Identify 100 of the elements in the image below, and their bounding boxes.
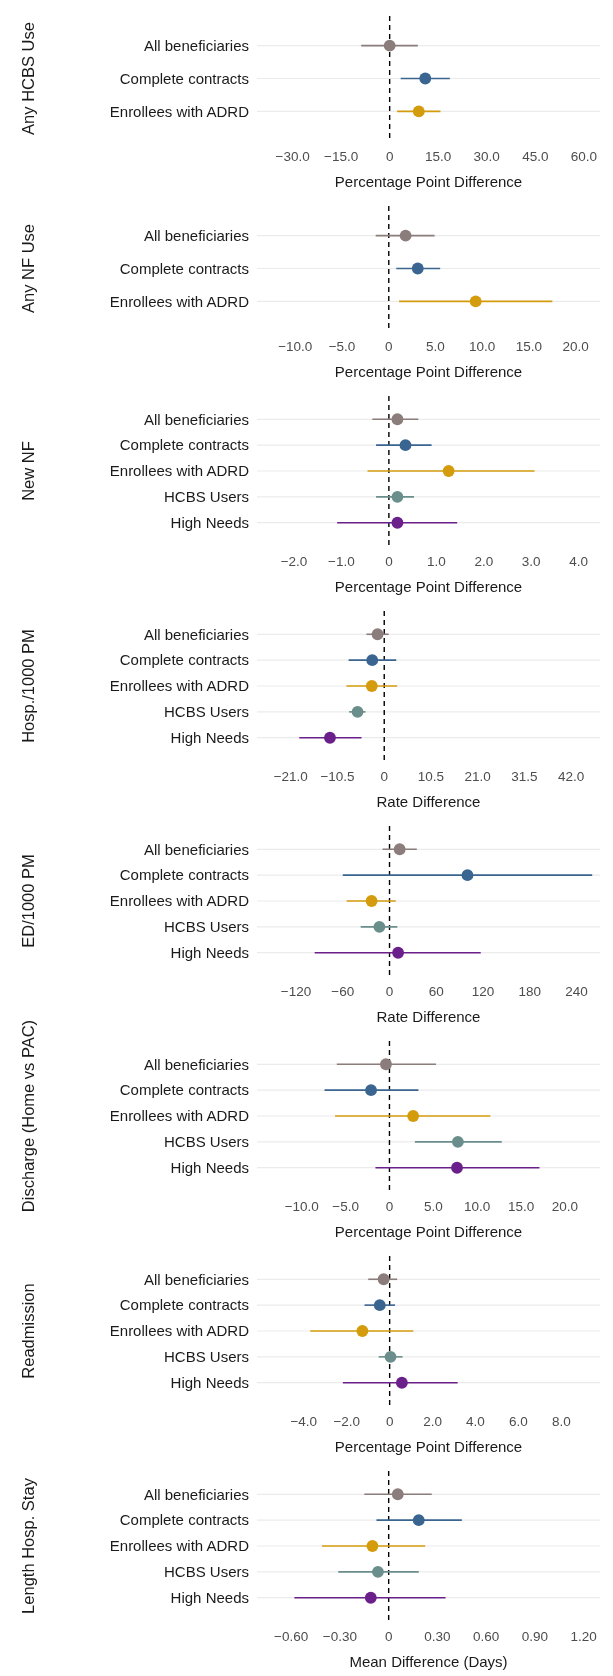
x-tick-label: 31.5 [511, 769, 538, 784]
y-tick-label: Enrollees with ADRD [109, 677, 250, 695]
y-tick-label: High Needs [170, 513, 249, 531]
x-tick-label: −5.0 [328, 339, 356, 354]
x-tick-label: −10.5 [320, 769, 355, 784]
y-tick-label: Complete contracts [119, 1296, 249, 1314]
x-tick-label: 45.0 [522, 149, 549, 164]
x-tick-label: 4.0 [569, 554, 589, 569]
y-tick-label: Complete contracts [119, 651, 249, 669]
x-tick-label: −4.0 [290, 1414, 318, 1429]
y-tick-label: High Needs [170, 1373, 249, 1391]
x-tick-label: −0.30 [322, 1629, 357, 1644]
x-tick-label: 60.0 [570, 149, 597, 164]
x-tick-label: 8.0 [551, 1414, 571, 1429]
x-tick-label: 10.5 [417, 769, 445, 784]
x-tick-label: −2.0 [280, 554, 308, 569]
x-tick-label: 60 [428, 984, 444, 999]
y-tick-label: HCBS Users [163, 1563, 249, 1581]
x-tick-label: 4.0 [466, 1414, 485, 1429]
x-tick-label: 0.90 [521, 1629, 549, 1644]
y-tick-label: Complete contracts [119, 1511, 249, 1529]
x-tick-label: −0.60 [274, 1629, 309, 1644]
y-tick-label: Complete contracts [119, 866, 249, 884]
y-tick-label: All beneficiaries [143, 226, 249, 244]
y-tick-label: All beneficiaries [143, 625, 249, 643]
y-tick-label: High Needs [170, 1588, 249, 1606]
y-axis-title: New NF [19, 441, 37, 501]
x-tick-label: −21.0 [273, 769, 308, 784]
x-tick-label: −10.0 [284, 1199, 319, 1214]
y-axis-title: ED/1000 PM [19, 854, 37, 948]
y-tick-label: Complete contracts [119, 259, 249, 277]
y-tick-label: Complete contracts [119, 436, 249, 454]
y-axis-title: Any NF Use [19, 224, 37, 313]
y-tick-label: HCBS Users [163, 1133, 249, 1151]
x-tick-label: 2.0 [474, 554, 494, 569]
y-tick-label: Enrollees with ADRD [109, 292, 250, 310]
x-tick-label: 20.0 [562, 339, 589, 354]
y-axis-title: Any HCBS Use [19, 22, 37, 135]
x-tick-label: 15.0 [507, 1199, 535, 1214]
x-tick-label: 0 [385, 984, 394, 999]
y-tick-label: High Needs [170, 728, 249, 746]
y-axis-title: Hosp./1000 PM [19, 629, 37, 743]
y-axis-title: Discharge (Home vs PAC) [19, 1019, 37, 1213]
x-tick-label: −15.0 [324, 149, 359, 164]
x-tick-label: 5.0 [423, 1199, 443, 1214]
x-tick-label: 2.0 [423, 1414, 442, 1429]
x-tick-label: 15.0 [425, 149, 452, 164]
x-tick-label: −2.0 [333, 1414, 361, 1429]
y-tick-label: All beneficiaries [143, 1270, 249, 1288]
y-tick-label: All beneficiaries [143, 410, 249, 428]
x-tick-label: 42.0 [557, 769, 585, 784]
x-tick-label: 0 [385, 149, 394, 164]
x-tick-label: −60 [331, 984, 355, 999]
x-axis-title: Percentage Point Difference [334, 578, 523, 595]
x-tick-label: −5.0 [332, 1199, 359, 1214]
y-tick-label: HCBS Users [163, 488, 249, 506]
x-tick-label: 0.30 [424, 1629, 451, 1644]
y-tick-label: HCBS Users [163, 703, 249, 721]
x-axis-title: Rate Difference [376, 1008, 481, 1025]
x-tick-label: −10.0 [278, 339, 313, 354]
y-tick-label: High Needs [170, 1158, 249, 1176]
x-tick-label: 180 [518, 984, 542, 999]
x-tick-label: 1.0 [426, 554, 446, 569]
x-tick-label: −1.0 [328, 554, 355, 569]
y-tick-label: Enrollees with ADRD [109, 1537, 250, 1555]
x-axis-title: Percentage Point Difference [334, 363, 523, 380]
y-tick-label: High Needs [170, 943, 249, 961]
x-axis-title: Percentage Point Difference [334, 1438, 523, 1455]
x-tick-label: 0 [384, 1629, 393, 1644]
y-tick-label: Enrollees with ADRD [109, 102, 250, 120]
x-tick-label: 5.0 [426, 339, 445, 354]
x-tick-label: 6.0 [509, 1414, 528, 1429]
y-tick-label: Complete contracts [119, 69, 249, 87]
x-tick-label: 0.60 [473, 1629, 500, 1644]
y-tick-label: All beneficiaries [143, 1055, 249, 1073]
x-axis-title: Rate Difference [376, 793, 481, 810]
y-tick-label: Complete contracts [119, 1081, 249, 1099]
x-tick-label: 0 [385, 554, 393, 569]
x-tick-label: 0 [385, 1414, 394, 1429]
y-tick-label: HCBS Users [163, 918, 249, 936]
y-tick-label: All beneficiaries [143, 36, 249, 54]
y-tick-label: Enrollees with ADRD [109, 1322, 250, 1340]
x-tick-label: 20.0 [551, 1199, 579, 1214]
x-tick-label: −120 [280, 984, 312, 999]
x-tick-label: 0 [385, 339, 393, 354]
x-axis-title: Percentage Point Difference [334, 173, 523, 190]
x-axis-title: Mean Difference (Days) [349, 1653, 508, 1670]
x-axis-title: Percentage Point Difference [334, 1223, 523, 1240]
x-tick-label: 21.0 [464, 769, 491, 784]
x-tick-label: 10.0 [469, 339, 496, 354]
x-tick-label: 1.20 [570, 1629, 597, 1644]
y-axis-title: Readmission [19, 1283, 37, 1379]
y-tick-label: All beneficiaries [143, 840, 249, 858]
y-tick-label: Enrollees with ADRD [109, 892, 250, 910]
x-tick-label: −30.0 [275, 149, 310, 164]
y-tick-label: Enrollees with ADRD [109, 462, 250, 480]
y-tick-label: All beneficiaries [143, 1485, 249, 1503]
x-tick-label: 30.0 [473, 149, 500, 164]
x-tick-label: 120 [471, 984, 495, 999]
x-tick-label: 10.0 [464, 1199, 491, 1214]
